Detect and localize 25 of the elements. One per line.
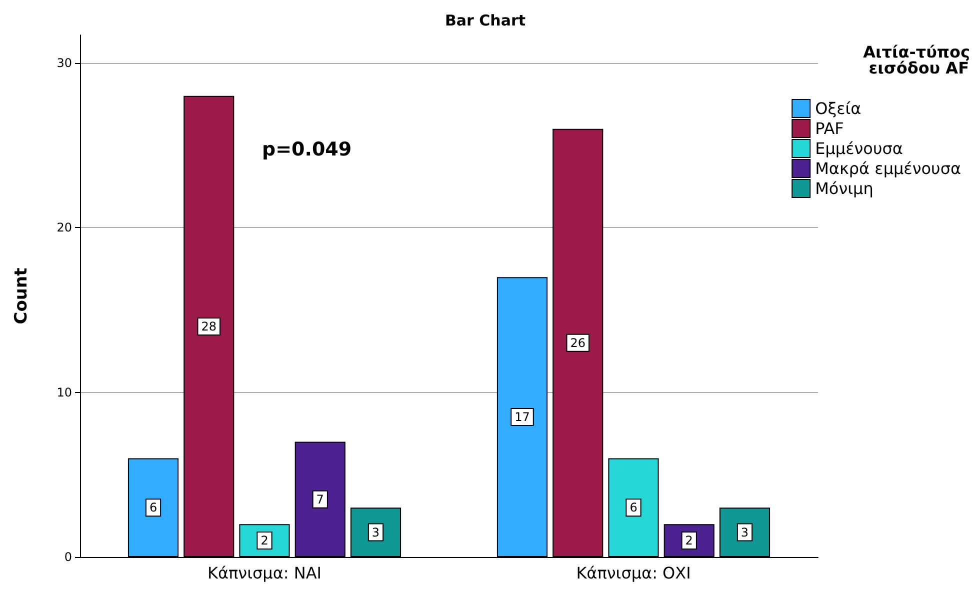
data-label: 6 [630, 500, 638, 515]
annotation: p=0.049 [262, 138, 352, 160]
data-label: 28 [201, 319, 217, 334]
data-label: 6 [149, 500, 158, 515]
y-tick-label: 10 [56, 385, 72, 400]
legend-title: Αιτία-τύπος εισόδου AF [863, 42, 970, 78]
legend-label: Μακρά εμμένουσα [815, 159, 962, 178]
y-tick-label: 20 [56, 220, 72, 235]
data-label: 2 [685, 534, 693, 548]
data-label: 3 [740, 525, 749, 540]
legend-label: Μόνιμη [815, 179, 874, 198]
data-label: 26 [570, 336, 586, 350]
y-tick-label: 0 [64, 550, 72, 564]
legend-label: PAF [815, 119, 844, 138]
y-axis-title: Count [12, 268, 32, 324]
data-label: 2 [260, 534, 268, 548]
y-tick-label: 30 [56, 56, 72, 70]
x-tick-label: Κάπνισμα: ΝΑΙ [208, 564, 322, 582]
legend-label: Οξεία [815, 99, 862, 118]
legend-label: Εμμένουσα [815, 139, 903, 158]
data-label: 17 [514, 410, 530, 424]
data-label: 3 [372, 525, 380, 540]
chart-title: Bar Chart [445, 12, 526, 30]
x-tick-label: Κάπνισμα: ΟΧΙ [576, 564, 691, 582]
data-label: 7 [316, 492, 324, 506]
